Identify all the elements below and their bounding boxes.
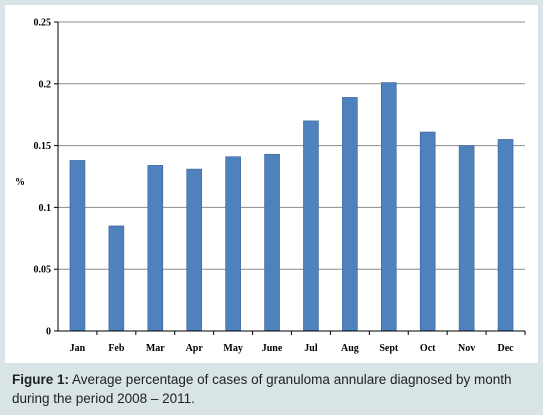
y-tick-labels: 0 0.05 0.1 0.15 0.2 0.25: [34, 18, 52, 338]
y-tick-label: 0.15: [34, 141, 52, 152]
y-tick-label: 0.05: [34, 265, 52, 276]
y-tick-label: 0.2: [39, 79, 52, 90]
bar-jan: [69, 160, 86, 332]
caption-text: Average percentage of cases of granuloma…: [12, 372, 512, 406]
bar-chart: 00.050.10.150.20.25 Jan Feb Mar Apr May June J…: [15, 18, 526, 354]
bar-apr: [186, 168, 203, 332]
bar-jul: [303, 120, 319, 332]
x-tick-label: June: [262, 343, 283, 354]
bar-sept: [380, 82, 397, 332]
bar-aug: [342, 97, 358, 332]
bars: [69, 82, 514, 332]
axes: [54, 21, 526, 335]
y-tick-label: 0.1: [39, 203, 52, 214]
x-tick-label: Aug: [341, 343, 359, 354]
figure-caption: Figure 1: Average percentage of cases of…: [12, 370, 532, 408]
x-tick-label: Feb: [108, 343, 125, 354]
x-tick-label: Mar: [146, 343, 165, 354]
y-tick-label: 0: [46, 327, 51, 338]
bar-oct: [419, 131, 436, 332]
caption-label: Figure 1:: [12, 372, 70, 387]
grid-lines: [58, 21, 525, 270]
x-tick-labels: Jan Feb Mar Apr May June Jul Aug Sept Oct Nov Dec: [70, 343, 514, 354]
bar-mar: [147, 165, 164, 332]
x-tick-label: Sept: [379, 343, 399, 354]
bar-nov: [458, 145, 475, 332]
bar-may: [225, 156, 241, 332]
x-tick-label: Jul: [304, 343, 318, 354]
x-tick-label: Jan: [70, 343, 86, 354]
x-tick-label: Apr: [186, 343, 204, 354]
bar-feb: [108, 225, 125, 332]
x-tick-label: Oct: [420, 343, 436, 354]
y-axis-label: %: [15, 177, 25, 188]
chart-panel: 0 0.05 0.1 0.15 0.2 0.25 Jan Feb Mar Apr May June J…: [5, 5, 538, 363]
y-tick-label: 0.25: [34, 18, 52, 29]
x-tick-label: Dec: [497, 343, 514, 354]
bar-dec: [497, 139, 514, 332]
x-tick-label: Nov: [458, 343, 475, 354]
bar-june: [264, 153, 280, 332]
x-tick-label: May: [223, 343, 242, 354]
